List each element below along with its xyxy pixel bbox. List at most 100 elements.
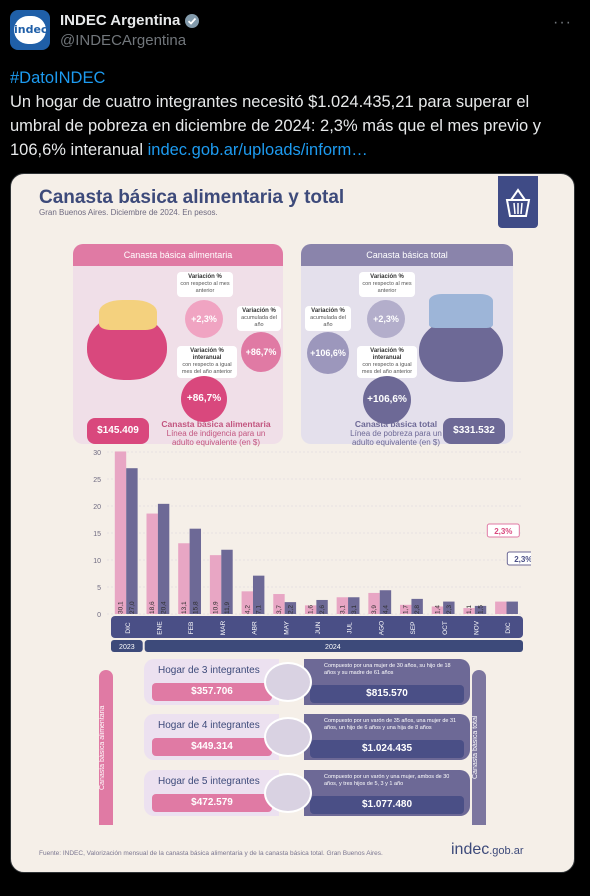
y-tick-label: 20 [93, 504, 101, 511]
cbt-yearly-var-label: Variación % acumulada del año [305, 306, 351, 331]
indec-logo: indec.gob.ar [451, 841, 524, 859]
bar [241, 591, 253, 614]
bar [189, 528, 202, 614]
avatar-logo-text: indec [14, 16, 47, 44]
bar-value-label: 4,2 [244, 605, 251, 614]
household-3-cbt-box: Compuesto por una mujer de 30 años, su h… [304, 659, 470, 705]
bar [209, 555, 222, 614]
household-4-cba-box: Hogar de 4 integrantes $449.314 [144, 714, 279, 760]
bar-value-label: 20,4 [161, 601, 168, 614]
logo-main: indec [451, 841, 490, 858]
cba-price-note: Canasta básica alimentaria Línea de indig… [161, 419, 271, 448]
family-4-icon [264, 717, 312, 757]
hashtag-link[interactable]: #DatoINDEC [10, 69, 106, 87]
bar [474, 605, 487, 614]
cba-monthly-var-label: Variación % con respecto al mes anterior [177, 272, 233, 297]
x-tick-label: DIC [125, 622, 132, 634]
household-4-cba-value: $449.314 [152, 738, 272, 756]
bar [178, 543, 190, 614]
bar-value-label: 1,6 [308, 605, 315, 614]
cba-interannual-var-value: +86,7% [181, 376, 227, 422]
bar [368, 592, 380, 614]
bar [126, 468, 138, 614]
dec-cbt-label: 2,3% [514, 555, 531, 564]
bar [146, 513, 158, 614]
household-5-card: Hogar de 5 integrantes $472.579 Compuest… [144, 770, 470, 816]
x-tick-label: ABR [252, 621, 259, 635]
cbt-price-note: Canasta básica total Línea de pobreza par… [350, 419, 442, 448]
household-items-icon [429, 294, 493, 328]
family-3-icon [264, 662, 312, 702]
cbt-price-badge: $331.532 [443, 418, 505, 444]
bar-value-label: 3,9 [371, 605, 378, 614]
article-link[interactable]: indec.gob.ar/uploads/inform… [147, 141, 368, 159]
source-note: Fuente: INDEC, Valorización mensual de l… [39, 850, 383, 857]
x-tick-label: MAY [283, 621, 290, 635]
bar [463, 608, 475, 614]
infographic-image[interactable]: Canasta básica alimentaria y total Gran … [10, 173, 575, 873]
cba-yearly-var-value: +86,7% [241, 332, 281, 372]
household-4-cbt-box: Compuesto por un varón de 35 años, una m… [304, 714, 470, 760]
total-basket-panel: Canasta básica total Variación % con resp… [301, 244, 513, 444]
bar-value-label: 1,1 [466, 605, 473, 614]
year-band-2024 [144, 640, 523, 652]
household-5-cba-box: Hogar de 5 integrantes $472.579 [144, 770, 279, 816]
avatar[interactable]: indec [10, 10, 50, 50]
basket-logo-icon [498, 176, 538, 228]
total-basket-illustration-icon [419, 318, 503, 382]
tweet-body: #DatoINDEC Un hogar de cuatro integrante… [10, 66, 580, 162]
y-tick-label: 0 [97, 612, 101, 619]
cbt-interannual-var-value: +106,6% [363, 376, 411, 424]
x-tick-label: MAR [220, 620, 227, 635]
infographic-title: Canasta básica alimentaria y total [39, 187, 345, 208]
bar [304, 605, 317, 614]
bar-value-label: 11,9 [224, 601, 231, 614]
food-items-icon [99, 300, 157, 330]
month-axis-band [111, 616, 523, 638]
bar-value-label: 1,5 [478, 605, 485, 614]
y-tick-label: 25 [93, 477, 101, 484]
bar-value-label: 3,1 [339, 605, 346, 614]
author-name[interactable]: INDEC Argentina [60, 12, 181, 29]
bar-value-label: 3,7 [276, 605, 283, 614]
x-tick-label: SEP [410, 621, 417, 634]
household-5-description: Compuesto por un varón y una mujer, ambo… [324, 774, 450, 787]
bar-value-label: 4,4 [382, 605, 389, 614]
year-band-2023 [111, 640, 143, 652]
bar [506, 601, 518, 614]
bar-value-label: 2,2 [287, 605, 294, 614]
x-tick-label: DIC [505, 622, 512, 634]
monthly-variation-chart: 0 5 10 15 20 25 30 30,1 18,6 13,1 10,9 4,2 3,7 1,6 3,1… [71, 444, 531, 664]
y-tick-label: 30 [93, 450, 101, 457]
household-3-cbt-value: $815.570 [310, 685, 464, 703]
cbt-interannual-var-label: Variación % interanual con respecto a igu… [357, 346, 417, 378]
cbt-yearly-var-value: +106,6% [307, 332, 349, 374]
bar [431, 606, 444, 614]
x-tick-label: JUL [347, 622, 354, 634]
household-3-cba-value: $357.706 [152, 683, 272, 701]
year-label-2024: 2024 [325, 644, 341, 651]
household-4-card: Hogar de 4 integrantes $449.314 Compuest… [144, 714, 470, 760]
household-3-cba-box: Hogar de 3 integrantes $357.706 [144, 659, 279, 705]
household-4-title: Hogar de 4 integrantes [158, 720, 260, 731]
bar [316, 599, 328, 614]
cba-yearly-var-label: Variación % acumulada del año [237, 306, 281, 331]
household-3-description: Compuesto por una mujer de 30 años, su h… [324, 663, 451, 676]
bar [443, 601, 455, 614]
bar-value-label: 7,1 [256, 605, 263, 614]
cba-price-badge: $145.409 [87, 418, 149, 444]
x-tick-label: FEB [188, 622, 195, 635]
y-tick-label: 5 [97, 585, 101, 592]
year-label-2023: 2023 [119, 644, 135, 651]
author-handle[interactable]: @INDECArgentina [60, 32, 187, 49]
bar [252, 575, 265, 614]
household-3-title: Hogar de 3 integrantes [158, 665, 260, 676]
bar [157, 503, 170, 614]
x-tick-label: NOV [473, 620, 480, 635]
food-basket-panel: Canasta básica alimentaria Variación % co… [73, 244, 283, 444]
food-basket-header: Canasta básica alimentaria [73, 244, 283, 266]
author-name-row[interactable]: INDEC Argentina [60, 12, 200, 29]
more-options-icon[interactable]: ··· [553, 14, 572, 31]
dec-cbt-badge [506, 551, 531, 566]
bar-value-label: 2,6 [319, 605, 326, 614]
